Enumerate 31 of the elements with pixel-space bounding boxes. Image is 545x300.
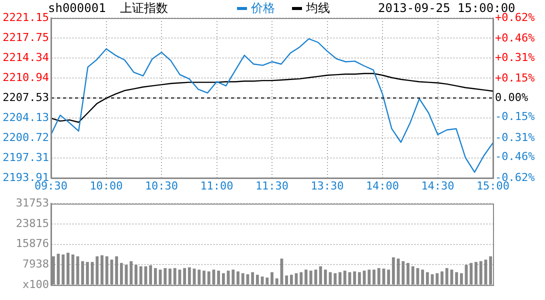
- y2-tick-label: -0.15%: [495, 110, 536, 124]
- y-tick-label: 31753: [16, 196, 49, 210]
- y2-tick-label: -0.46%: [495, 150, 536, 164]
- legend-label: 价格: [250, 1, 275, 15]
- x-tick-label: 10:30: [144, 179, 178, 192]
- y2-tick-label: +0.15%: [495, 72, 536, 85]
- x-tick-label: 14:30: [421, 179, 454, 192]
- y2-tick-label: +0.31%: [495, 50, 536, 64]
- y-tick-label: 2197.31: [2, 150, 49, 164]
- y-tick-label: 2214.34: [2, 50, 50, 64]
- legend-label: 均线: [305, 1, 330, 15]
- y-tick-label: x100: [22, 278, 49, 291]
- chart-title: 上证指数: [120, 1, 168, 15]
- y-tick-label: 15876: [16, 237, 49, 250]
- chart-subtitle: sh000001: [48, 1, 106, 15]
- y-tick-label: 23815: [16, 216, 49, 230]
- y-tick-label: 2210.94: [2, 70, 50, 84]
- y-tick-label: 2207.53: [2, 90, 49, 104]
- x-tick-label: 13:30: [310, 179, 344, 192]
- y-tick-label: 2204.13: [2, 110, 49, 124]
- y2-tick-label: -0.31%: [495, 130, 536, 144]
- x-tick-label: 14:00: [366, 179, 400, 192]
- y2-tick-label: +0.46%: [495, 32, 536, 45]
- x-tick-label: 11:30: [255, 179, 289, 192]
- y-tick-label: 2221.15: [2, 10, 49, 24]
- y-tick-label: 2217.75: [2, 30, 49, 44]
- y-tick-label: 7938: [22, 258, 49, 271]
- y2-tick-label: 0.00%: [495, 90, 528, 104]
- x-tick-label: 10:00: [90, 179, 123, 192]
- x-tick-label: 11:00: [200, 179, 234, 192]
- y-tick-label: 2200.72: [2, 130, 49, 144]
